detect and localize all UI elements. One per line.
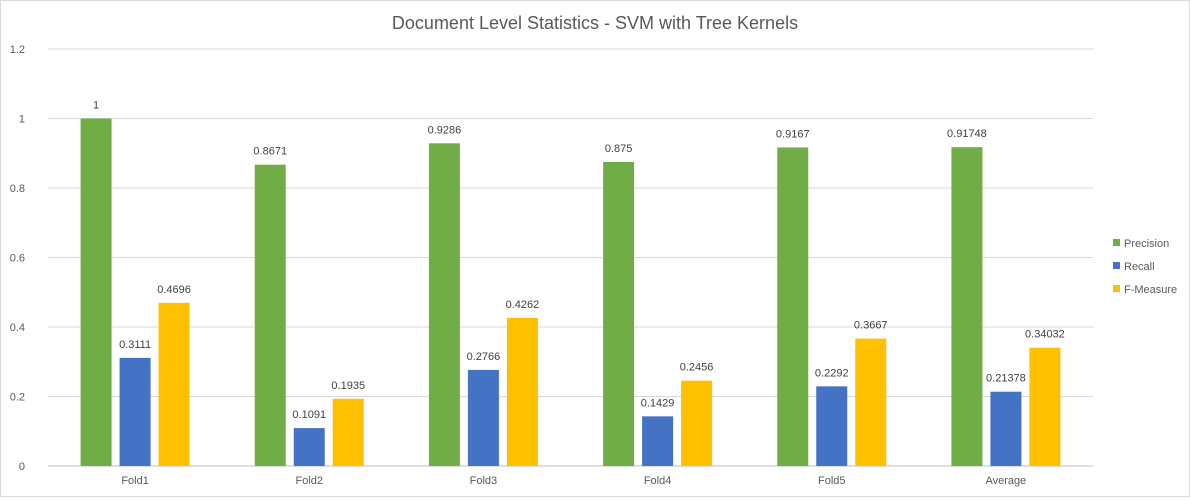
data-label: 0.3111: [119, 339, 151, 351]
data-label: 0.21378: [986, 373, 1026, 385]
legend-swatch: [1113, 239, 1120, 246]
data-label: 0.4262: [506, 299, 540, 311]
legend-label: Precision: [1124, 238, 1169, 250]
y-axis: 0 0.2 0.4 0.6 0.8 1 1.2: [10, 44, 25, 473]
data-label: 0.875: [605, 143, 633, 155]
bar-f-measure-fold2: [332, 398, 364, 466]
data-label: 0.9286: [428, 124, 462, 136]
bar-recall-fold4: [642, 416, 674, 466]
x-tick-label: Fold3: [470, 475, 498, 487]
bar-recall-average: [990, 391, 1022, 466]
legend-swatch: [1113, 262, 1120, 269]
y-tick-label: 0.2: [10, 392, 25, 404]
bar-f-measure-average: [1029, 347, 1061, 466]
bar-recall-fold2: [293, 428, 325, 466]
data-label: 0.9167: [776, 128, 810, 140]
data-label: 0.4696: [157, 284, 191, 296]
data-label: 0.8671: [253, 146, 287, 158]
bar-precision-fold2: [254, 164, 286, 467]
bar-recall-fold5: [816, 386, 848, 466]
data-label: 0.34032: [1025, 329, 1065, 341]
data-label: 0.2292: [815, 367, 849, 379]
legend-label: Recall: [1124, 261, 1155, 273]
bar-recall-fold1: [119, 357, 151, 466]
data-label: 0.3667: [854, 320, 888, 332]
gridlines: [48, 48, 1093, 467]
bar-f-measure-fold3: [506, 317, 538, 466]
bar-recall-fold3: [467, 369, 499, 466]
bar-f-measure-fold5: [855, 338, 887, 466]
legend: Precision Recall F-Measure: [1113, 238, 1177, 296]
x-tick-label: Average: [986, 475, 1027, 487]
y-tick-label: 0: [19, 461, 25, 473]
y-tick-label: 0.8: [10, 183, 25, 195]
y-tick-label: 1.2: [10, 44, 25, 56]
data-label: 0.2456: [680, 362, 714, 374]
y-tick-label: 1: [19, 114, 25, 126]
bar-f-measure-fold1: [158, 302, 190, 466]
data-label: 0.2766: [467, 351, 501, 363]
x-tick-label: Fold1: [121, 475, 149, 487]
data-label: 0.1091: [292, 409, 326, 421]
x-tick-label: Fold4: [644, 475, 672, 487]
y-tick-label: 0.4: [10, 322, 25, 334]
bar-precision-fold4: [603, 161, 635, 466]
legend-label: F-Measure: [1124, 284, 1177, 296]
x-tick-label: Fold2: [295, 475, 323, 487]
bar-precision-fold3: [428, 143, 460, 466]
bar-precision-fold5: [777, 147, 809, 466]
x-tick-label: Fold5: [818, 475, 846, 487]
y-tick-label: 0.6: [10, 253, 25, 265]
data-label: 0.1935: [331, 380, 365, 392]
chart-title: Document Level Statistics - SVM with Tre…: [392, 13, 798, 33]
data-label: 1: [93, 100, 99, 112]
data-labels: 1 0.3111 0.4696 0.8671 0.1091 0.1935 0.9286 0.2…: [93, 100, 1065, 422]
data-label: 0.91748: [947, 128, 987, 140]
x-axis: Fold1 Fold2 Fold3 Fold4 Fold5 Average: [121, 475, 1026, 487]
bar-precision-fold1: [80, 118, 112, 466]
bars: [80, 118, 1061, 467]
bar-f-measure-fold4: [681, 380, 713, 466]
bar-precision-average: [951, 147, 983, 466]
data-label: 0.1429: [641, 397, 675, 409]
legend-swatch: [1113, 285, 1120, 292]
